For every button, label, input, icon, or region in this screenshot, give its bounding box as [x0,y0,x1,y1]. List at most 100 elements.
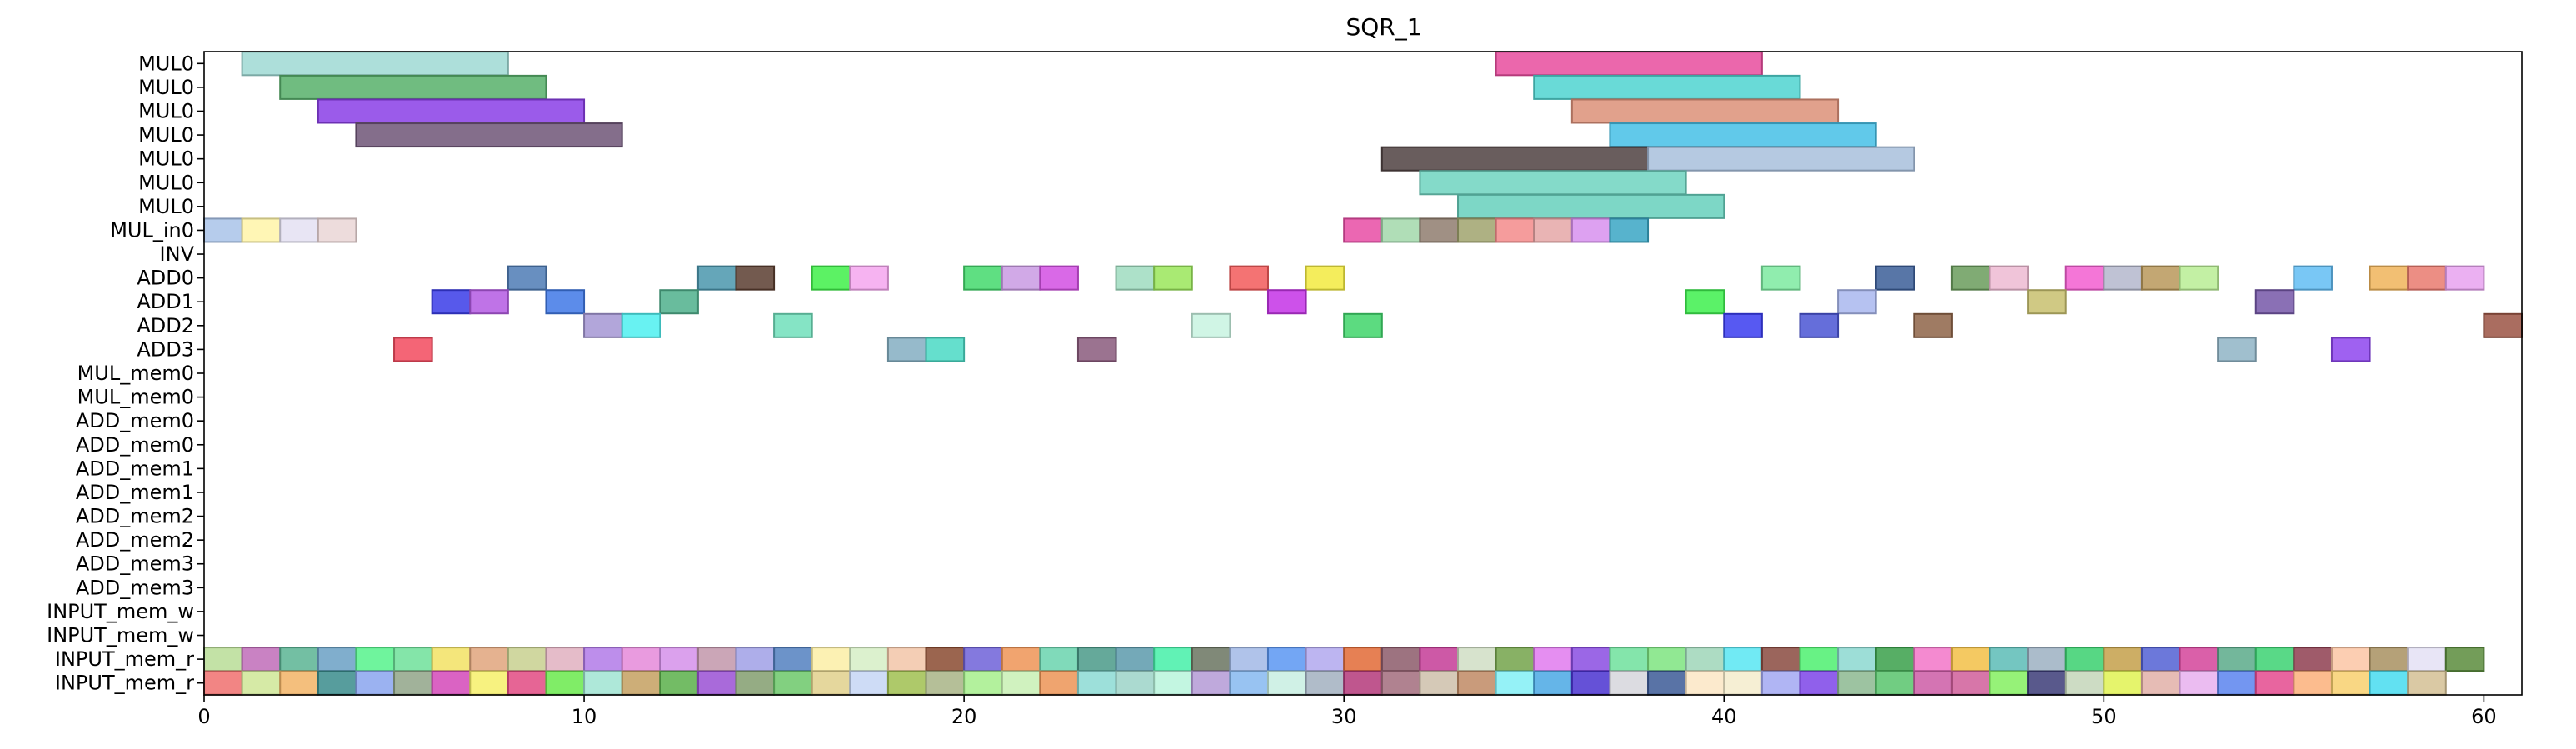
task-bar [621,647,661,672]
task-bar [2293,647,2333,672]
x-tick-label: 30 [1331,705,1357,728]
task-bar [241,670,282,696]
task-bar [1039,647,1079,672]
task-bar [621,670,661,696]
task-bar [1266,289,1307,315]
task-bar [1533,217,1573,243]
task-bar [2027,670,2067,696]
task-bar [1153,265,1193,291]
task-bar [1570,670,1611,696]
task-bar [1495,217,1535,243]
task-bar [393,337,433,362]
task-bar [2369,670,2409,696]
task-bar [203,670,243,696]
task-bar [773,312,813,338]
task-bar [659,670,699,696]
task-bar [1380,217,1421,243]
task-bar [811,265,851,291]
task-bar [2254,647,2295,672]
task-bar [1950,647,1991,672]
task-bar [317,647,357,672]
task-bar [849,670,889,696]
task-bar [773,647,813,672]
task-bar [2217,337,2257,362]
y-tick-label: ADD_mem1 [76,457,194,480]
x-tick-label: 50 [2091,705,2117,728]
task-bar [773,670,813,696]
task-bar [1837,289,1877,315]
task-bar [2407,670,2447,696]
task-bar [1760,670,1801,696]
task-bar [2179,265,2219,291]
y-tick-label: MUL0 [138,123,194,147]
task-bar [2064,647,2105,672]
task-bar [2140,670,2181,696]
task-bar [2103,265,2143,291]
task-bar [1191,647,1231,672]
y-tick-label: ADD3 [137,337,194,361]
task-bar [1837,647,1877,672]
task-bar [1380,670,1421,696]
task-bar [1419,647,1460,672]
task-bar [2027,289,2067,315]
task-bar [1609,122,1877,148]
task-bar [2254,289,2295,315]
x-axis: 0 10 20 30 40 50 60 [197,695,2497,728]
task-bar [2179,670,2219,696]
task-bar [469,289,509,315]
task-bar [1570,647,1611,672]
task-bar [317,670,357,696]
task-bar [1609,217,1650,243]
task-bars [203,51,2524,696]
task-bar [431,670,472,696]
task-bar [1115,647,1156,672]
task-bar [1609,647,1650,672]
task-bar [1380,146,1650,172]
task-bar [279,74,547,100]
task-bar [1495,51,1763,77]
task-bar [735,670,776,696]
task-bar [241,647,282,672]
task-bar [1229,265,1269,291]
task-bar [545,289,586,315]
task-bar [2483,312,2524,338]
task-bar [849,647,889,672]
task-bar [1076,337,1117,362]
task-bar [963,670,1003,696]
y-tick-label: ADD1 [137,290,194,313]
task-bar [1647,146,1915,172]
y-tick-label: ADD2 [137,314,194,337]
task-bar [1419,170,1687,196]
task-bar [1419,670,1460,696]
task-bar [1457,647,1497,672]
task-bar [1305,647,1345,672]
task-bar [1115,265,1156,291]
task-bar [1001,670,1041,696]
task-bar [925,647,966,672]
task-bar [1570,98,1840,124]
task-bar [1039,670,1079,696]
task-bar [2217,670,2257,696]
task-bar [2064,670,2105,696]
task-bar [2179,647,2219,672]
y-tick-label: ADD_mem2 [76,505,194,528]
task-bar [241,217,282,243]
task-bar [469,670,509,696]
task-bar [925,337,966,362]
task-bar [1457,217,1497,243]
task-bar [1723,312,1763,338]
task-bar [1875,265,1915,291]
task-bar [507,647,547,672]
task-bar [583,312,623,338]
task-bar [279,670,319,696]
task-bar [1950,265,1991,291]
task-bar [2027,647,2067,672]
task-bar [2330,337,2371,362]
y-tick-label: ADD_mem3 [76,552,194,576]
task-bar [1076,647,1117,672]
task-bar [1533,647,1573,672]
task-bar [696,647,737,672]
task-bar [2140,647,2181,672]
task-bar [1343,312,1383,338]
task-bar [1799,670,1840,696]
